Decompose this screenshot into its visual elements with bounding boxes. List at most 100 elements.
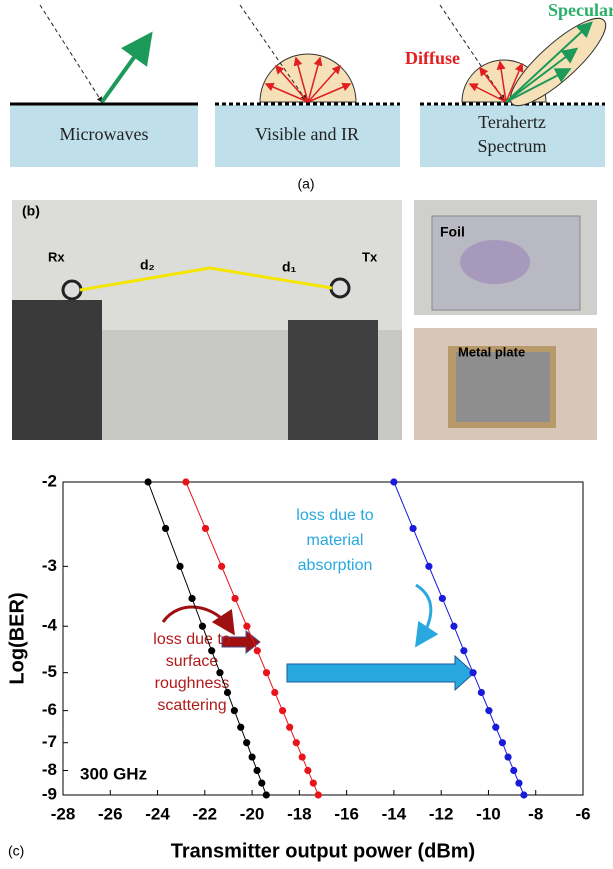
data-point bbox=[208, 647, 215, 654]
data-point bbox=[504, 753, 511, 760]
y-tick-label: -7 bbox=[42, 732, 57, 751]
diffuse-lobe bbox=[260, 54, 356, 102]
roughness-note: roughness bbox=[155, 675, 230, 692]
data-point bbox=[286, 724, 293, 731]
metal-label: Metal plate bbox=[458, 344, 525, 359]
y-tick-label: -6 bbox=[42, 700, 57, 719]
data-point bbox=[520, 791, 527, 798]
y-tick-label: -8 bbox=[42, 760, 57, 779]
data-point bbox=[258, 780, 265, 787]
x-tick-label: -20 bbox=[240, 804, 265, 823]
x-tick-label: -26 bbox=[98, 804, 123, 823]
data-point bbox=[279, 707, 286, 714]
data-point bbox=[439, 595, 446, 602]
x-tick-label: -24 bbox=[145, 804, 170, 823]
data-point bbox=[304, 767, 311, 774]
y-tick-label: -4 bbox=[42, 616, 58, 635]
data-point bbox=[310, 780, 317, 787]
data-point bbox=[469, 669, 476, 676]
data-point bbox=[144, 478, 151, 485]
data-point bbox=[390, 478, 397, 485]
data-point bbox=[478, 689, 485, 696]
box-label: Terahertz bbox=[478, 112, 546, 132]
data-point bbox=[315, 791, 322, 798]
y-tick-label: -3 bbox=[42, 556, 57, 575]
data-point bbox=[293, 739, 300, 746]
data-point bbox=[515, 780, 522, 787]
metal-plate bbox=[456, 352, 550, 422]
foil-label: Foil bbox=[440, 224, 465, 240]
data-point bbox=[263, 669, 270, 676]
absorption-note: absorption bbox=[298, 557, 373, 574]
x-tick-label: -12 bbox=[429, 804, 454, 823]
panel-label: (a) bbox=[297, 176, 314, 192]
x-tick-label: -8 bbox=[528, 804, 543, 823]
data-point bbox=[499, 739, 506, 746]
roughness-note: surface bbox=[166, 653, 219, 670]
data-point bbox=[492, 724, 499, 731]
data-point bbox=[409, 525, 416, 532]
rx-lens bbox=[63, 281, 81, 299]
data-point bbox=[162, 525, 169, 532]
data-point bbox=[510, 767, 517, 774]
block-arrow bbox=[287, 656, 474, 690]
panel-label: (b) bbox=[22, 203, 40, 219]
figure: Microwaves Visible and IR Terahertz Spec… bbox=[0, 0, 613, 869]
data-point bbox=[425, 563, 432, 570]
box-label: Microwaves bbox=[60, 124, 149, 144]
data-point bbox=[253, 767, 260, 774]
data-point bbox=[248, 753, 255, 760]
foil-tint bbox=[460, 240, 530, 284]
y-tick-label: -5 bbox=[42, 662, 57, 681]
data-point bbox=[176, 563, 183, 570]
x-tick-label: -10 bbox=[476, 804, 501, 823]
data-point bbox=[216, 669, 223, 676]
tx-stand bbox=[288, 320, 378, 440]
roughness-note: scattering bbox=[157, 697, 226, 714]
curved-arrow bbox=[416, 585, 431, 640]
tx-lens bbox=[331, 279, 349, 297]
data-point bbox=[450, 623, 457, 630]
x-tick-label: -28 bbox=[51, 804, 76, 823]
reflected-ray bbox=[102, 38, 148, 102]
y-tick-label: -2 bbox=[42, 471, 57, 490]
x-tick-label: -16 bbox=[334, 804, 359, 823]
incident-ray bbox=[40, 5, 102, 102]
box-label: Visible and IR bbox=[255, 124, 359, 144]
tx-label: Tx bbox=[362, 249, 378, 264]
data-point bbox=[243, 739, 250, 746]
y-tick-label: -9 bbox=[42, 784, 57, 803]
data-point bbox=[271, 689, 278, 696]
rx-stand bbox=[12, 300, 102, 440]
frequency-label: 300 GHz bbox=[80, 764, 147, 783]
absorption-note: loss due to bbox=[296, 507, 373, 524]
data-point bbox=[188, 595, 195, 602]
x-tick-label: -22 bbox=[193, 804, 218, 823]
data-point bbox=[460, 647, 467, 654]
data-point bbox=[224, 689, 231, 696]
roughness-note: loss due to bbox=[153, 631, 230, 648]
data-point bbox=[182, 478, 189, 485]
data-point bbox=[237, 724, 244, 731]
data-point bbox=[243, 623, 250, 630]
specular-label: Specular bbox=[548, 0, 613, 20]
x-tick-label: -18 bbox=[287, 804, 312, 823]
data-point bbox=[231, 595, 238, 602]
x-tick-label: -14 bbox=[382, 804, 407, 823]
x-tick-label: -6 bbox=[575, 804, 590, 823]
rx-label: Rx bbox=[48, 249, 65, 264]
box-label: Spectrum bbox=[478, 136, 547, 156]
panel-a: Microwaves Visible and IR Terahertz Spec… bbox=[10, 0, 613, 192]
x-axis-label: Transmitter output power (dBm) bbox=[171, 840, 475, 862]
data-point bbox=[202, 525, 209, 532]
data-point bbox=[485, 707, 492, 714]
data-point bbox=[299, 753, 306, 760]
y-axis-label: Log(BER) bbox=[6, 592, 28, 684]
panel-label: (c) bbox=[8, 843, 24, 859]
data-point bbox=[199, 623, 206, 630]
data-point bbox=[254, 647, 261, 654]
data-point bbox=[218, 563, 225, 570]
data-point bbox=[231, 707, 238, 714]
panel-b: (b) Rx Tx d₂ d₁ Foil Metal plate bbox=[12, 200, 597, 440]
d2-label: d₂ bbox=[140, 257, 155, 273]
